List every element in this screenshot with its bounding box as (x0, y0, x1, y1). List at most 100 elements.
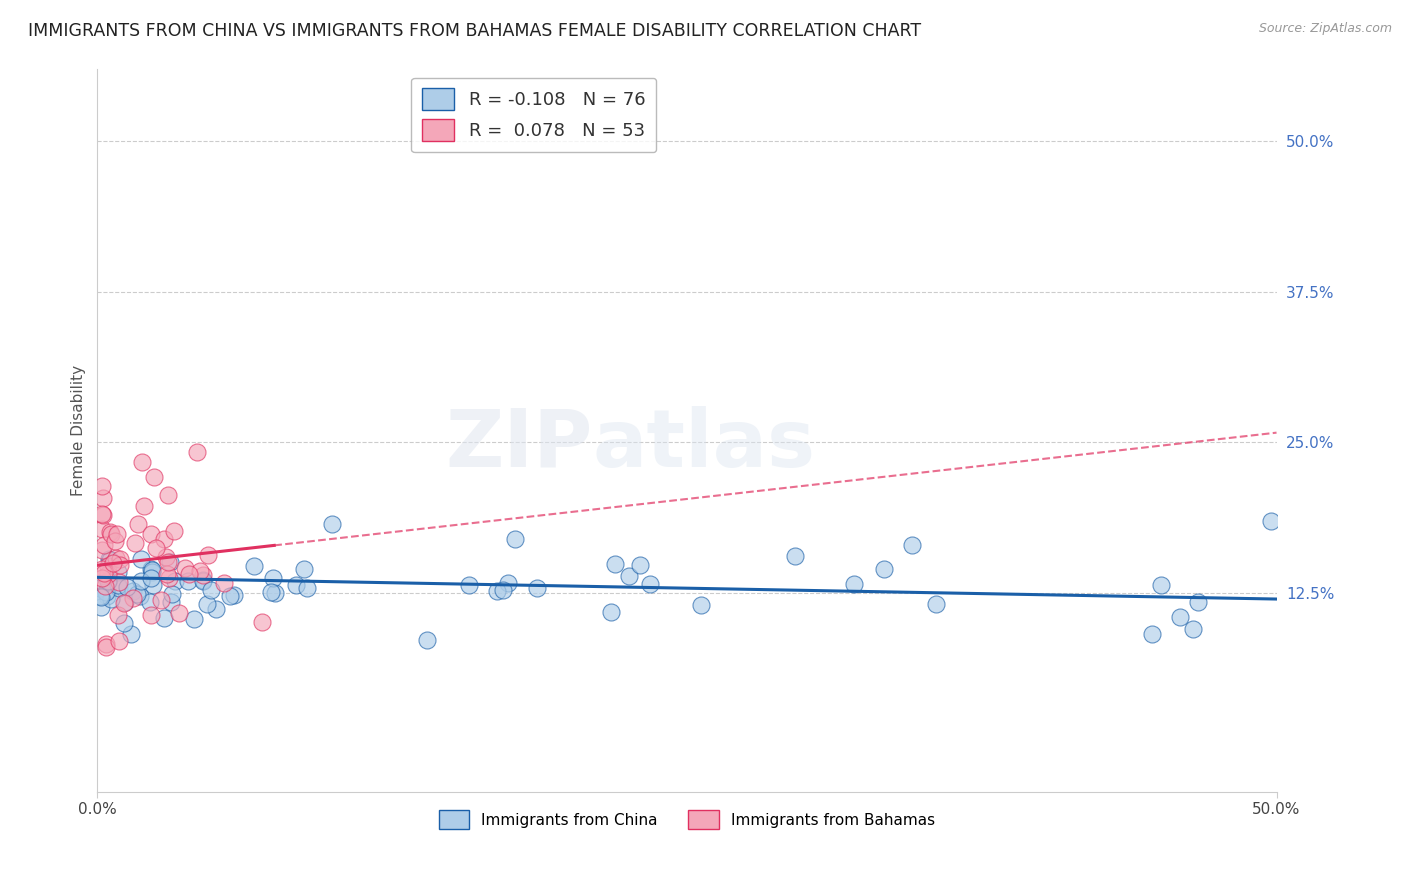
Point (174, 560, 197, 574)
Point (492, 583, 515, 598)
Point (104, 534, 127, 549)
Point (416, 633, 439, 648)
Point (195, 598, 218, 612)
Point (844, 577, 866, 591)
Point (112, 596, 135, 610)
Point (98, 524, 121, 539)
Point (107, 575, 129, 590)
Point (124, 536, 146, 550)
Point (214, 576, 236, 591)
Point (188, 564, 211, 578)
Point (105, 527, 128, 541)
Point (263, 585, 285, 599)
Point (93, 538, 115, 552)
Point (503, 533, 526, 547)
Point (295, 581, 318, 595)
Point (177, 574, 200, 588)
Point (91, 507, 114, 521)
Point (143, 470, 166, 484)
Point (186, 445, 208, 459)
Point (160, 595, 183, 609)
Point (785, 549, 807, 563)
Y-axis label: Female Disability: Female Disability (72, 365, 86, 496)
Point (243, 558, 266, 573)
Point (141, 571, 163, 585)
Point (205, 601, 228, 615)
Point (153, 532, 176, 546)
Point (90, 599, 112, 614)
Point (129, 551, 152, 566)
Point (98, 552, 121, 566)
Point (690, 599, 713, 613)
Text: ZIP: ZIP (446, 406, 592, 483)
Point (110, 552, 132, 566)
Point (191, 574, 214, 589)
Point (191, 574, 214, 588)
Point (169, 606, 191, 620)
Point (107, 608, 129, 623)
Point (638, 577, 661, 591)
Point (457, 578, 479, 592)
Point (873, 562, 896, 576)
Point (901, 538, 924, 552)
Point (163, 524, 186, 539)
Point (107, 565, 129, 579)
Point (526, 581, 548, 595)
Point (200, 583, 222, 598)
Point (157, 571, 180, 585)
Point (141, 563, 163, 577)
Point (127, 516, 149, 531)
Point (103, 556, 125, 570)
Point (142, 578, 165, 592)
Legend: Immigrants from China, Immigrants from Bahamas: Immigrants from China, Immigrants from B… (433, 804, 942, 835)
Point (600, 605, 623, 619)
Point (139, 594, 162, 608)
Point (91, 522, 114, 536)
Point (110, 558, 132, 573)
Point (183, 612, 205, 626)
Point (177, 567, 200, 582)
Point (145, 541, 167, 556)
Point (260, 585, 283, 599)
Point (108, 633, 131, 648)
Point (219, 589, 242, 603)
Point (129, 590, 152, 604)
Point (1187, 595, 1209, 609)
Point (619, 569, 641, 583)
Point (91, 491, 114, 505)
Point (89, 589, 111, 603)
Point (94, 579, 117, 593)
Point (125, 587, 148, 601)
Point (100, 591, 122, 606)
Point (252, 615, 274, 630)
Point (115, 580, 138, 594)
Point (91, 562, 114, 576)
Point (321, 517, 343, 532)
Point (104, 551, 127, 566)
Point (156, 488, 179, 502)
Point (91, 542, 114, 557)
Point (89, 582, 111, 596)
Point (156, 567, 179, 582)
Point (98, 574, 121, 588)
Point (292, 562, 315, 576)
Point (91, 508, 114, 523)
Point (91, 571, 114, 585)
Point (97, 574, 120, 588)
Point (222, 589, 245, 603)
Point (90, 590, 112, 604)
Point (112, 615, 135, 630)
Point (107, 581, 129, 595)
Point (152, 610, 174, 624)
Point (141, 562, 163, 576)
Point (262, 571, 284, 585)
Point (93, 566, 115, 581)
Point (628, 558, 651, 573)
Text: atlas: atlas (592, 406, 815, 483)
Point (1260, 514, 1282, 528)
Point (925, 597, 948, 611)
Point (1181, 622, 1204, 636)
Point (496, 575, 519, 590)
Point (100, 553, 122, 567)
Point (163, 574, 186, 588)
